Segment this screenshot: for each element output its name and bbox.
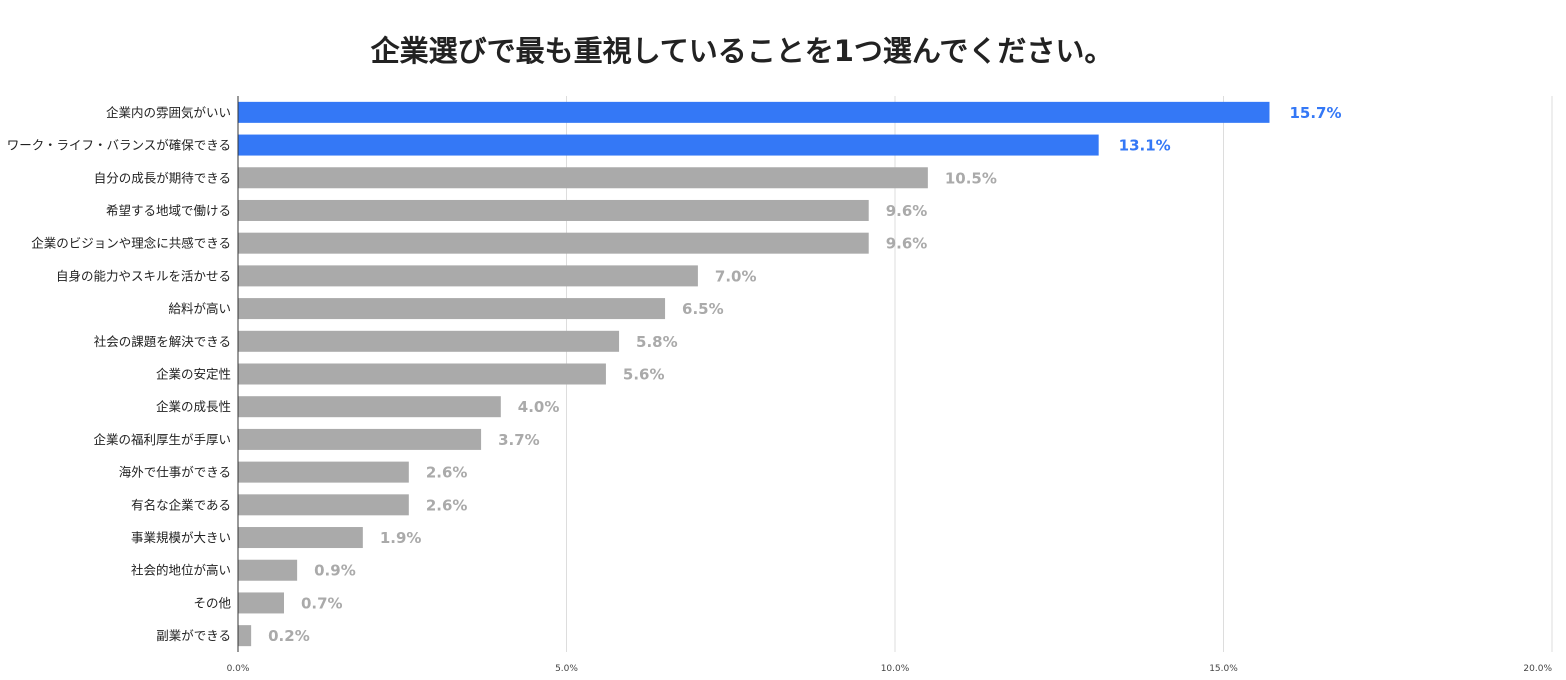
category-label: 給料が高い: [168, 301, 231, 316]
category-labels: 企業内の雰囲気がいいワーク・ライフ・バランスが確保できる自分の成長が期待できる希…: [7, 105, 232, 643]
bars: [238, 101, 1270, 647]
category-label: 社会的地位が高い: [131, 563, 231, 578]
value-label: 0.2%: [268, 627, 310, 645]
value-label: 9.6%: [886, 235, 928, 253]
category-label: 企業の成長性: [156, 399, 231, 414]
value-label: 10.5%: [945, 169, 997, 187]
x-tick-label: 5.0%: [555, 664, 578, 674]
bar: [238, 298, 666, 320]
x-axis-ticks: 0.0% 5.0% 10.0% 15.0% 20.0%: [227, 664, 1553, 674]
bar: [238, 167, 928, 189]
chart-title: 企業選びで最も重視していることを1つ選んでください。: [371, 34, 1114, 68]
bar: [238, 265, 698, 287]
category-label: 事業規模が大きい: [131, 530, 231, 545]
category-label: 企業の安定性: [156, 367, 231, 382]
bar: [238, 559, 298, 581]
value-label: 5.8%: [636, 333, 678, 351]
value-label: 1.9%: [380, 529, 422, 547]
category-label: 自分の成長が期待できる: [94, 170, 231, 185]
bar: [238, 232, 869, 254]
x-tick-label: 20.0%: [1523, 664, 1552, 674]
bar: [238, 363, 606, 385]
category-label: その他: [193, 595, 231, 610]
value-label: 5.6%: [623, 366, 665, 384]
value-label: 0.9%: [314, 562, 356, 580]
category-label: 企業のビジョンや理念に共感できる: [31, 236, 231, 251]
bar: [238, 330, 620, 352]
category-label: 有名な企業である: [131, 497, 231, 512]
value-label: 3.7%: [498, 431, 540, 449]
value-label: 6.5%: [682, 300, 724, 318]
category-label: 自身の能力やスキルを活かせる: [56, 268, 231, 283]
value-labels: 15.7% 13.1% 10.5% 9.6% 9.6% 7.0% 6.5%5.8% 5.6% 4…: [268, 104, 1341, 645]
value-label: 7.0%: [715, 267, 757, 285]
category-label: 希望する地域で働ける: [106, 203, 231, 218]
value-label: 15.7%: [1289, 104, 1341, 122]
value-label: 9.6%: [886, 202, 928, 220]
value-label: 4.0%: [518, 398, 560, 416]
category-label: 海外で仕事ができる: [119, 465, 231, 480]
category-label: 企業の福利厚生が手厚い: [93, 432, 231, 447]
x-tick-label: 0.0%: [227, 664, 250, 674]
category-label: 副業ができる: [156, 628, 231, 643]
bar: [238, 199, 869, 221]
value-label: 0.7%: [301, 594, 343, 612]
bar: [238, 625, 252, 647]
bar: [238, 494, 409, 516]
x-tick-label: 10.0%: [881, 664, 910, 674]
bar: [238, 592, 284, 614]
bar: [238, 396, 501, 418]
x-tick-label: 15.0%: [1209, 664, 1238, 674]
value-label: 13.1%: [1119, 137, 1171, 155]
category-label: 企業内の雰囲気がいい: [106, 105, 231, 120]
bar: [238, 101, 1270, 123]
category-label: 社会の課題を解決できる: [94, 334, 231, 349]
value-label: 2.6%: [426, 464, 468, 482]
bar: [238, 134, 1099, 156]
category-label: ワーク・ライフ・バランスが確保できる: [7, 138, 231, 153]
bar: [238, 428, 482, 450]
value-label: 2.6%: [426, 496, 468, 514]
bar: [238, 461, 409, 483]
bar: [238, 527, 363, 549]
